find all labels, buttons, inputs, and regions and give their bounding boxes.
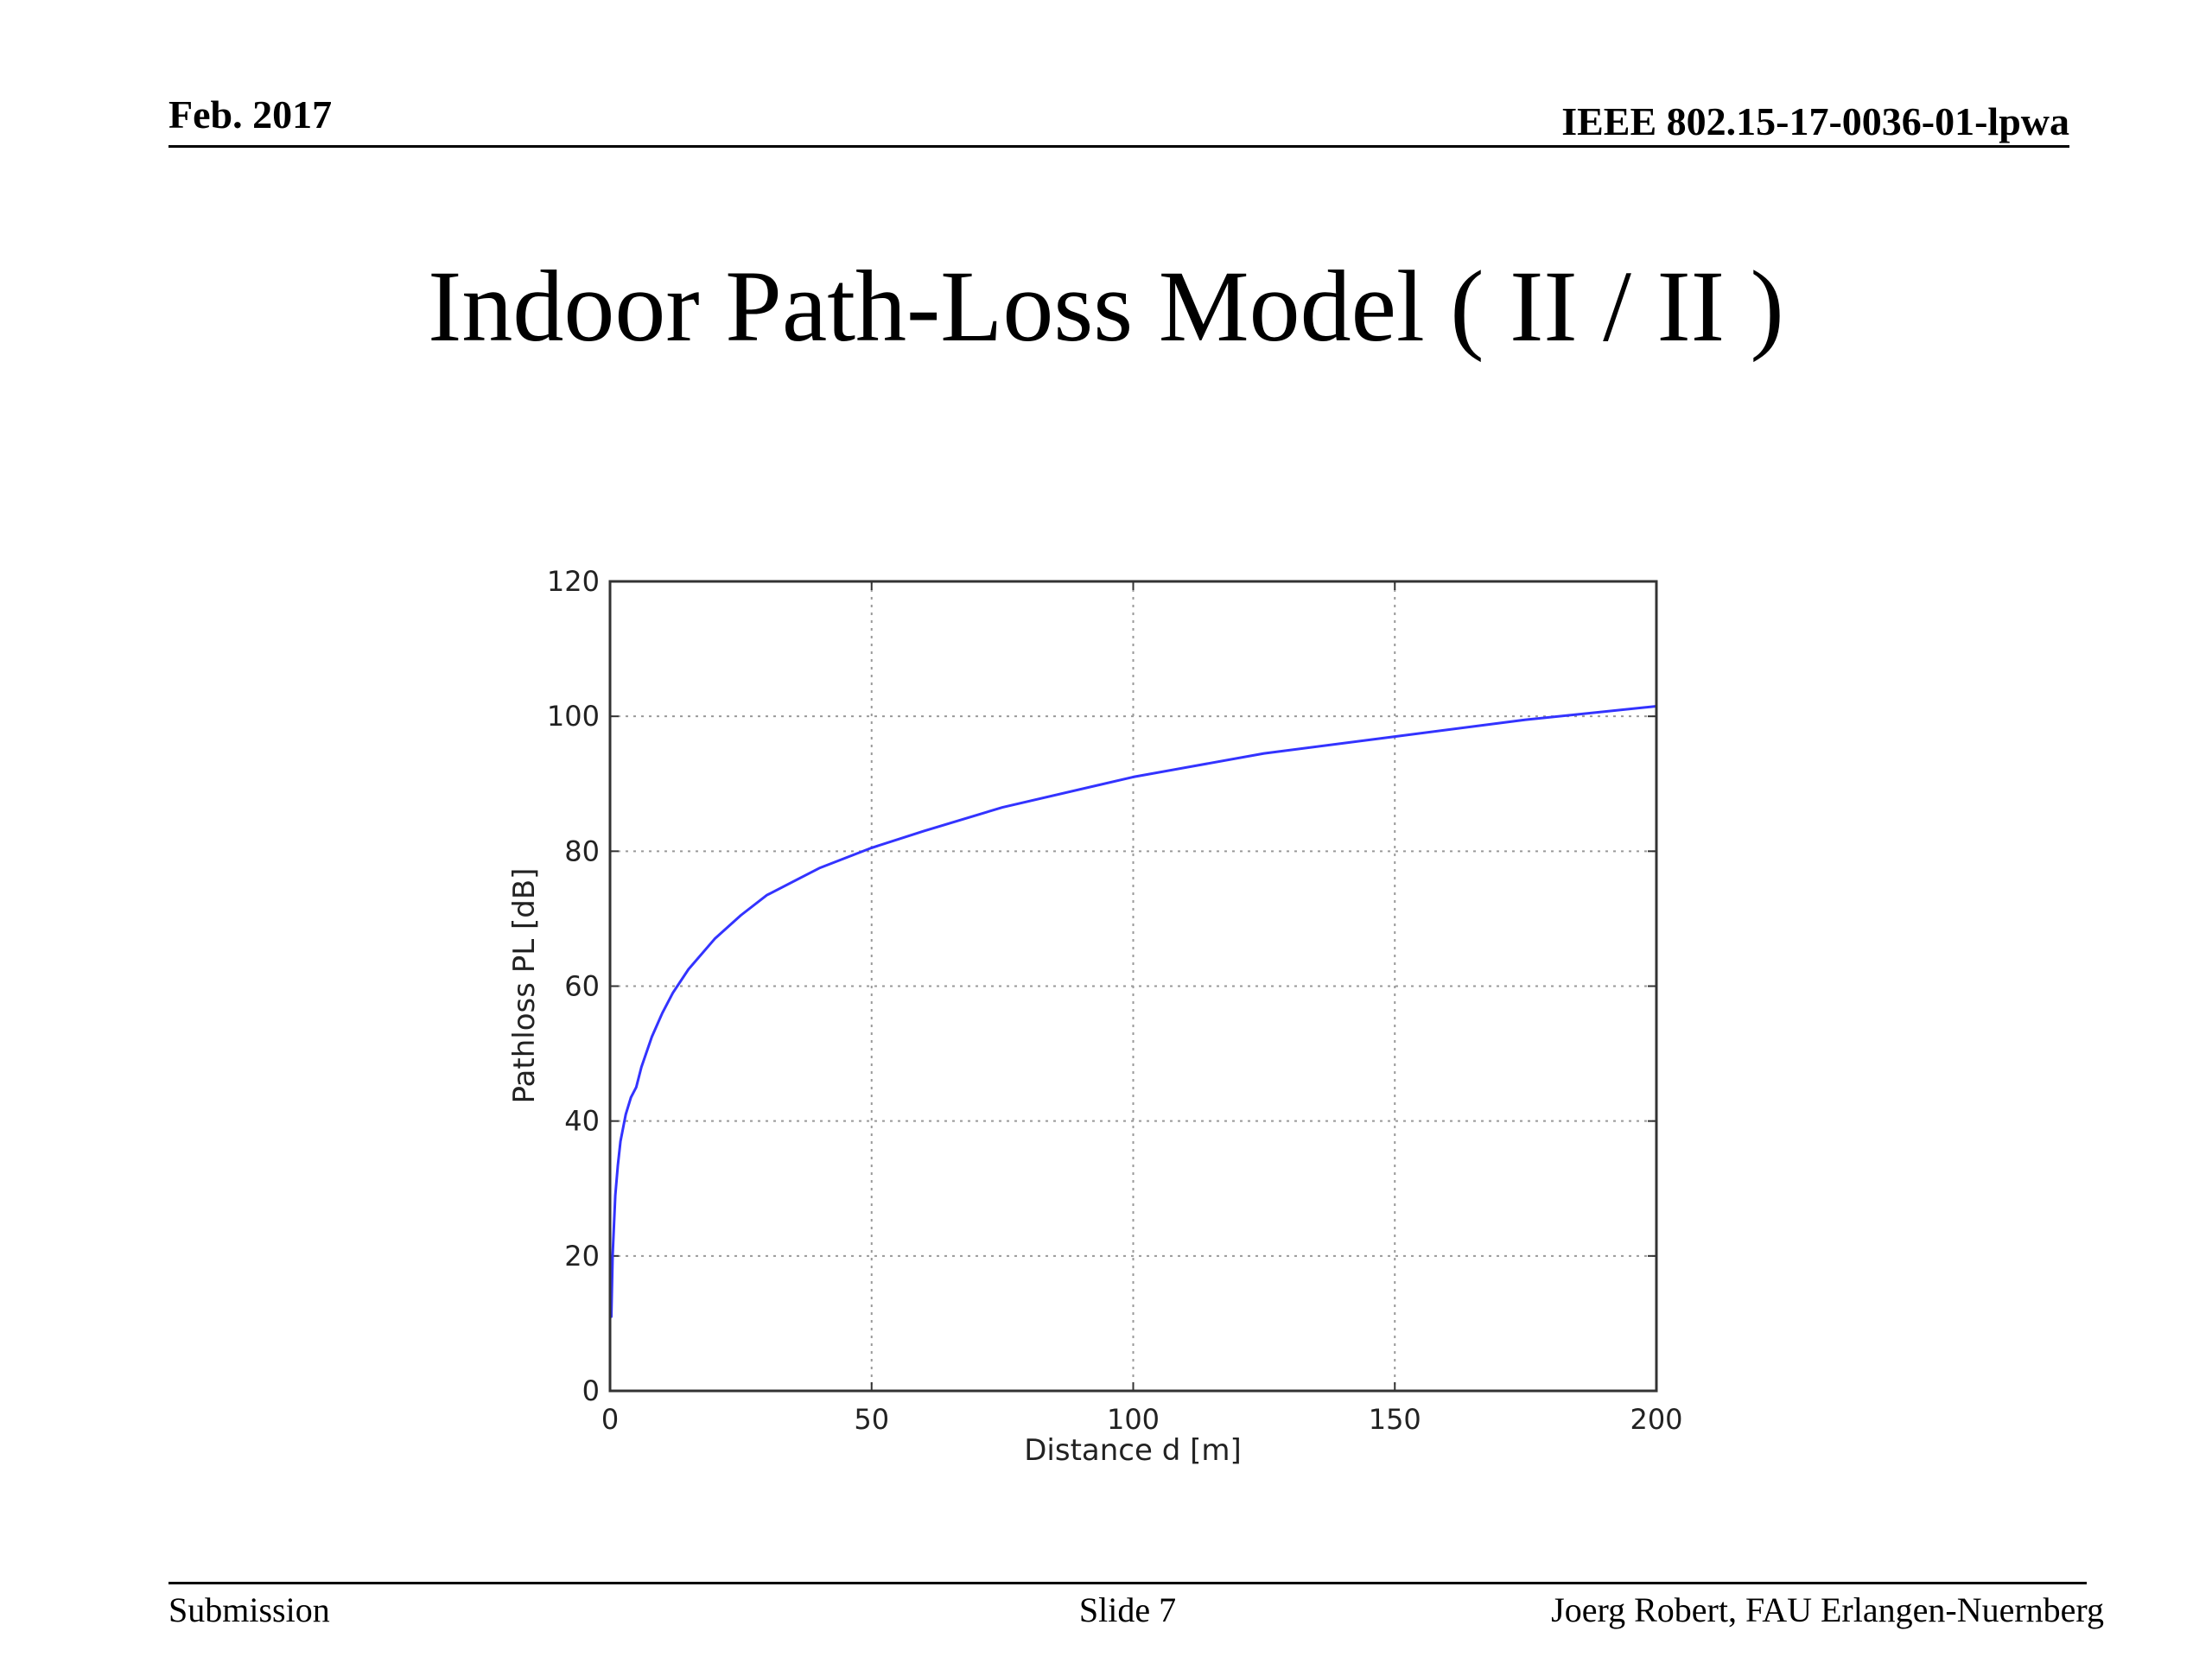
x-tick-label: 0 — [601, 1403, 619, 1436]
y-tick-label: 80 — [564, 835, 600, 867]
x-tick-labels: 0 50 100 150 200 — [601, 1403, 1683, 1436]
footer-slide-number: Slide 7 — [1078, 1590, 1177, 1629]
footer-author: Joerg Robert, FAU Erlangen-Nuernberg — [1551, 1590, 2104, 1629]
footer-submission: Submission — [168, 1590, 330, 1629]
y-tick-label: 40 — [564, 1105, 600, 1138]
grid-lines — [610, 581, 1656, 1391]
series-layer — [610, 705, 1658, 1318]
x-tick-label: 50 — [854, 1403, 889, 1436]
y-tick-labels: 0 20 40 60 80 100 120 — [547, 565, 600, 1407]
y-tick-label: 20 — [564, 1240, 600, 1273]
pathloss-series-line — [610, 705, 1658, 1318]
x-axis-label: Distance d [m] — [1024, 1433, 1242, 1468]
slide-title: Indoor Path-Loss Model ( II / II ) — [428, 250, 1784, 363]
header-divider — [168, 145, 2069, 148]
header-date: Feb. 2017 — [168, 92, 333, 136]
y-tick-label: 100 — [547, 700, 600, 733]
y-axis-label: Pathloss PL [dB] — [507, 868, 542, 1104]
y-tick-label: 120 — [547, 565, 600, 598]
x-tick-label: 150 — [1369, 1403, 1421, 1436]
footer-divider — [168, 1582, 2087, 1584]
header-document-id: IEEE 802.15-17-0036-01-lpwa — [1561, 99, 2069, 143]
x-tick-label: 200 — [1630, 1403, 1682, 1436]
y-tick-label: 0 — [582, 1374, 600, 1407]
plot-frame — [608, 580, 1658, 1393]
y-tick-label: 60 — [564, 970, 600, 1003]
x-tick-label: 100 — [1107, 1403, 1160, 1436]
